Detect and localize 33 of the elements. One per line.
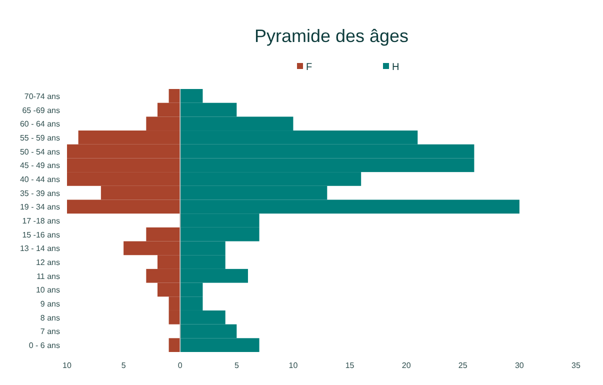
y-tick-label: 45 - 49 ans [20, 161, 60, 170]
y-tick-label: 65 -69 ans [22, 106, 60, 115]
y-tick-label: 40 - 44 ans [20, 174, 60, 184]
x-tick-label: 35 [572, 361, 581, 370]
x-tick-label: 10 [288, 361, 298, 370]
y-tick-label: 15 -16 ans [22, 230, 60, 240]
legend-label: F [306, 62, 312, 73]
x-tick-label: 15 [345, 361, 355, 370]
y-tick-label: 7 ans [40, 327, 60, 336]
y-tick-label: 11 ans [36, 272, 60, 281]
x-tick-label: 25 [458, 361, 468, 370]
x-tick-label: 10 [62, 361, 72, 370]
chart-title: Pyramide des âges [254, 26, 409, 46]
x-tick-label: 5 [121, 361, 126, 370]
y-tick-label: 12 ans [36, 258, 60, 268]
y-tick-label: 8 ans [40, 313, 60, 322]
legend-label: H [392, 62, 400, 73]
y-tick-label: 9 ans [40, 300, 60, 309]
y-tick-label: 50 - 54 ans [20, 147, 60, 156]
y-tick-label: 55 - 59 ans [20, 133, 60, 142]
y-tick-label: 10 ans [36, 286, 60, 295]
y-tick-label: 70-74 ans [24, 92, 60, 101]
y-tick-label: 0 - 6 ans [28, 341, 60, 350]
y-tick-label: 19 - 34 ans [20, 202, 60, 212]
x-tick-label: 5 [234, 361, 240, 370]
x-tick-label: 20 [402, 361, 412, 370]
x-tick-label: 0 [178, 361, 183, 370]
x-tick-label: 30 [514, 361, 524, 370]
y-tick-label: 13 - 14 ans [20, 244, 60, 254]
bar [168, 338, 180, 352]
y-tick-label: 17 -18 ans [22, 216, 60, 226]
y-tick-label: 60 - 64 ans [20, 120, 60, 129]
y-tick-label: 35 - 39 ans [20, 188, 60, 198]
